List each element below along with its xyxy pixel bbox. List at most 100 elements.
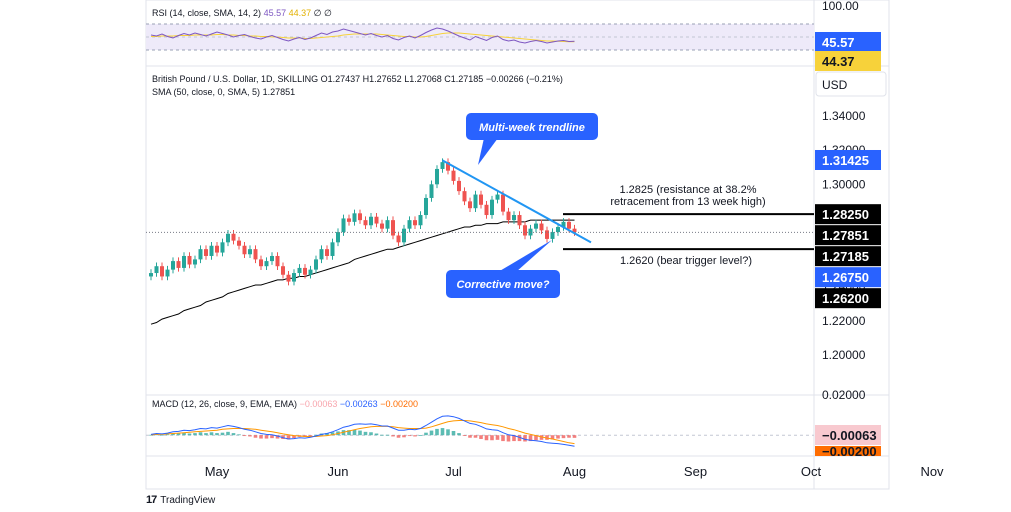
price-badge: 1.26750 xyxy=(815,267,881,288)
ohlc-close: C1.27185 xyxy=(444,74,483,84)
price-badge-text: −0.00063 xyxy=(822,428,877,443)
price-badge: 1.31425 xyxy=(815,149,881,170)
macd-hist-bar xyxy=(182,432,186,436)
rsi-legend-sma-value: 44.37 xyxy=(289,8,312,18)
macd-hist-bar xyxy=(407,435,412,437)
candle-body xyxy=(363,220,368,226)
candle-body xyxy=(374,216,379,224)
price-badge: 44.37 xyxy=(815,51,881,71)
macd-hist-bar xyxy=(462,435,467,436)
candle-body xyxy=(314,259,318,270)
macd-hist-bar xyxy=(424,432,428,436)
candle-body xyxy=(303,267,307,275)
macd-hist-bar xyxy=(435,428,439,436)
macd-hist-bar xyxy=(495,435,500,440)
callout-corrective[interactable]: Corrective move? xyxy=(446,240,560,298)
currency-button[interactable]: USD xyxy=(815,71,887,97)
macd-hist-bar xyxy=(380,434,384,436)
candle-body xyxy=(198,249,203,260)
candle-body xyxy=(413,220,417,226)
candle-body xyxy=(572,228,577,233)
macd-hist-bar xyxy=(506,435,511,442)
macd-hist-bar xyxy=(402,435,406,438)
price-pane[interactable]: 1.2825 (resistance at 38.2% retracement … xyxy=(146,71,887,325)
ohlc-high: H1.27652 xyxy=(363,74,402,84)
tradingview-brand[interactable]: 17 TradingView xyxy=(146,494,215,506)
macd-hist-bar xyxy=(347,430,351,436)
resistance-annotation-line1: 1.2825 (resistance at 38.2% xyxy=(620,184,757,196)
candle-body xyxy=(567,221,571,229)
macd-signal-badge-box xyxy=(815,446,881,456)
callout-trendline-text: Multi-week trendline xyxy=(479,122,585,134)
sma-legend-value: 1.27851 xyxy=(263,87,296,97)
macd-hist-bar xyxy=(286,435,291,440)
time-axis-labels[interactable]: May Jun Jul Aug Sep Oct Nov xyxy=(205,464,944,479)
macd-hist-bar xyxy=(314,434,318,436)
candle-body xyxy=(204,249,208,256)
price-badge: 1.27851 xyxy=(815,225,881,246)
ohlc-change: −0.00266 (−0.21%) xyxy=(486,74,563,84)
macd-hist-bar xyxy=(479,435,483,439)
candle-body xyxy=(561,221,566,227)
time-tick-label: Jul xyxy=(445,464,462,479)
time-tick-label: Jun xyxy=(328,464,349,479)
candle-body xyxy=(539,223,544,231)
macd-hist-bar xyxy=(446,429,450,436)
macd-hist-bar xyxy=(270,435,274,439)
rsi-legend-tail: ∅ ∅ xyxy=(314,8,332,18)
macd-hist-bar xyxy=(281,435,285,439)
candle-body xyxy=(440,162,445,169)
candle-body xyxy=(336,232,340,243)
candle-body xyxy=(275,255,280,267)
candle-body xyxy=(545,230,549,239)
macd-hist-bar xyxy=(352,429,357,436)
price-badge: 1.28250 xyxy=(815,204,881,225)
callout-corrective-text: Corrective move? xyxy=(457,279,550,291)
macd-hist-bar xyxy=(149,434,153,436)
price-badge-text: 1.27851 xyxy=(822,228,869,243)
macd-hist-bar xyxy=(374,433,379,436)
macd-hist-bar xyxy=(325,433,329,436)
candle-body xyxy=(297,267,302,274)
candle-body xyxy=(446,162,450,171)
support-annotation: 1.2620 (bear trigger level?) xyxy=(620,255,752,267)
candle-body xyxy=(193,259,197,265)
callout-corrective-box xyxy=(446,270,560,298)
macd-legend-signal: −0.00200 xyxy=(380,399,418,409)
macd-hist-bar xyxy=(330,432,335,436)
candle-body xyxy=(495,194,500,200)
callout-trendline[interactable]: Multi-week trendline xyxy=(466,113,598,165)
macd-hist-bar xyxy=(572,435,577,438)
rsi-pane[interactable]: RSI (14, close, SMA, 14, 2) 45.57 44.37 … xyxy=(146,0,889,67)
rsi-legend-value: 45.57 xyxy=(264,8,287,18)
candle-body xyxy=(347,218,351,222)
price-badge-box xyxy=(815,51,881,71)
resistance-annotation-line2: retracement from 13 week high) xyxy=(610,196,765,208)
candle-body xyxy=(215,245,219,253)
candle-body xyxy=(479,194,483,205)
candle-body xyxy=(248,249,252,255)
price-badge-box xyxy=(815,267,881,288)
time-tick-label: Oct xyxy=(801,464,822,479)
candle-body xyxy=(330,242,335,256)
candle-body xyxy=(435,168,439,185)
time-tick-label: Aug xyxy=(563,464,586,479)
macd-hist-bar xyxy=(176,433,181,436)
macd-hist-bar xyxy=(490,435,494,441)
chart-frame xyxy=(145,0,890,490)
price-badge: −0.00063 xyxy=(815,425,881,445)
macd-hist-bar xyxy=(413,435,417,437)
candle-body xyxy=(451,170,456,181)
macd-hist-bar xyxy=(209,432,214,436)
candle-body xyxy=(171,261,175,270)
macd-hist-bar xyxy=(215,433,219,436)
macd-hist-bar xyxy=(253,435,258,438)
candle-body xyxy=(484,204,489,216)
price-badges: 1.31425 1.28250 1.27851 1.27185 1.26750 1.262… xyxy=(815,32,881,459)
macd-pane[interactable]: MACD (12, 26, close, 9, EMA, EMA) −0.000… xyxy=(146,388,889,447)
candle-body xyxy=(352,213,357,222)
candle-body xyxy=(160,266,164,277)
candle-body xyxy=(226,233,230,243)
candle-body xyxy=(264,261,269,267)
candle-body xyxy=(242,245,247,255)
